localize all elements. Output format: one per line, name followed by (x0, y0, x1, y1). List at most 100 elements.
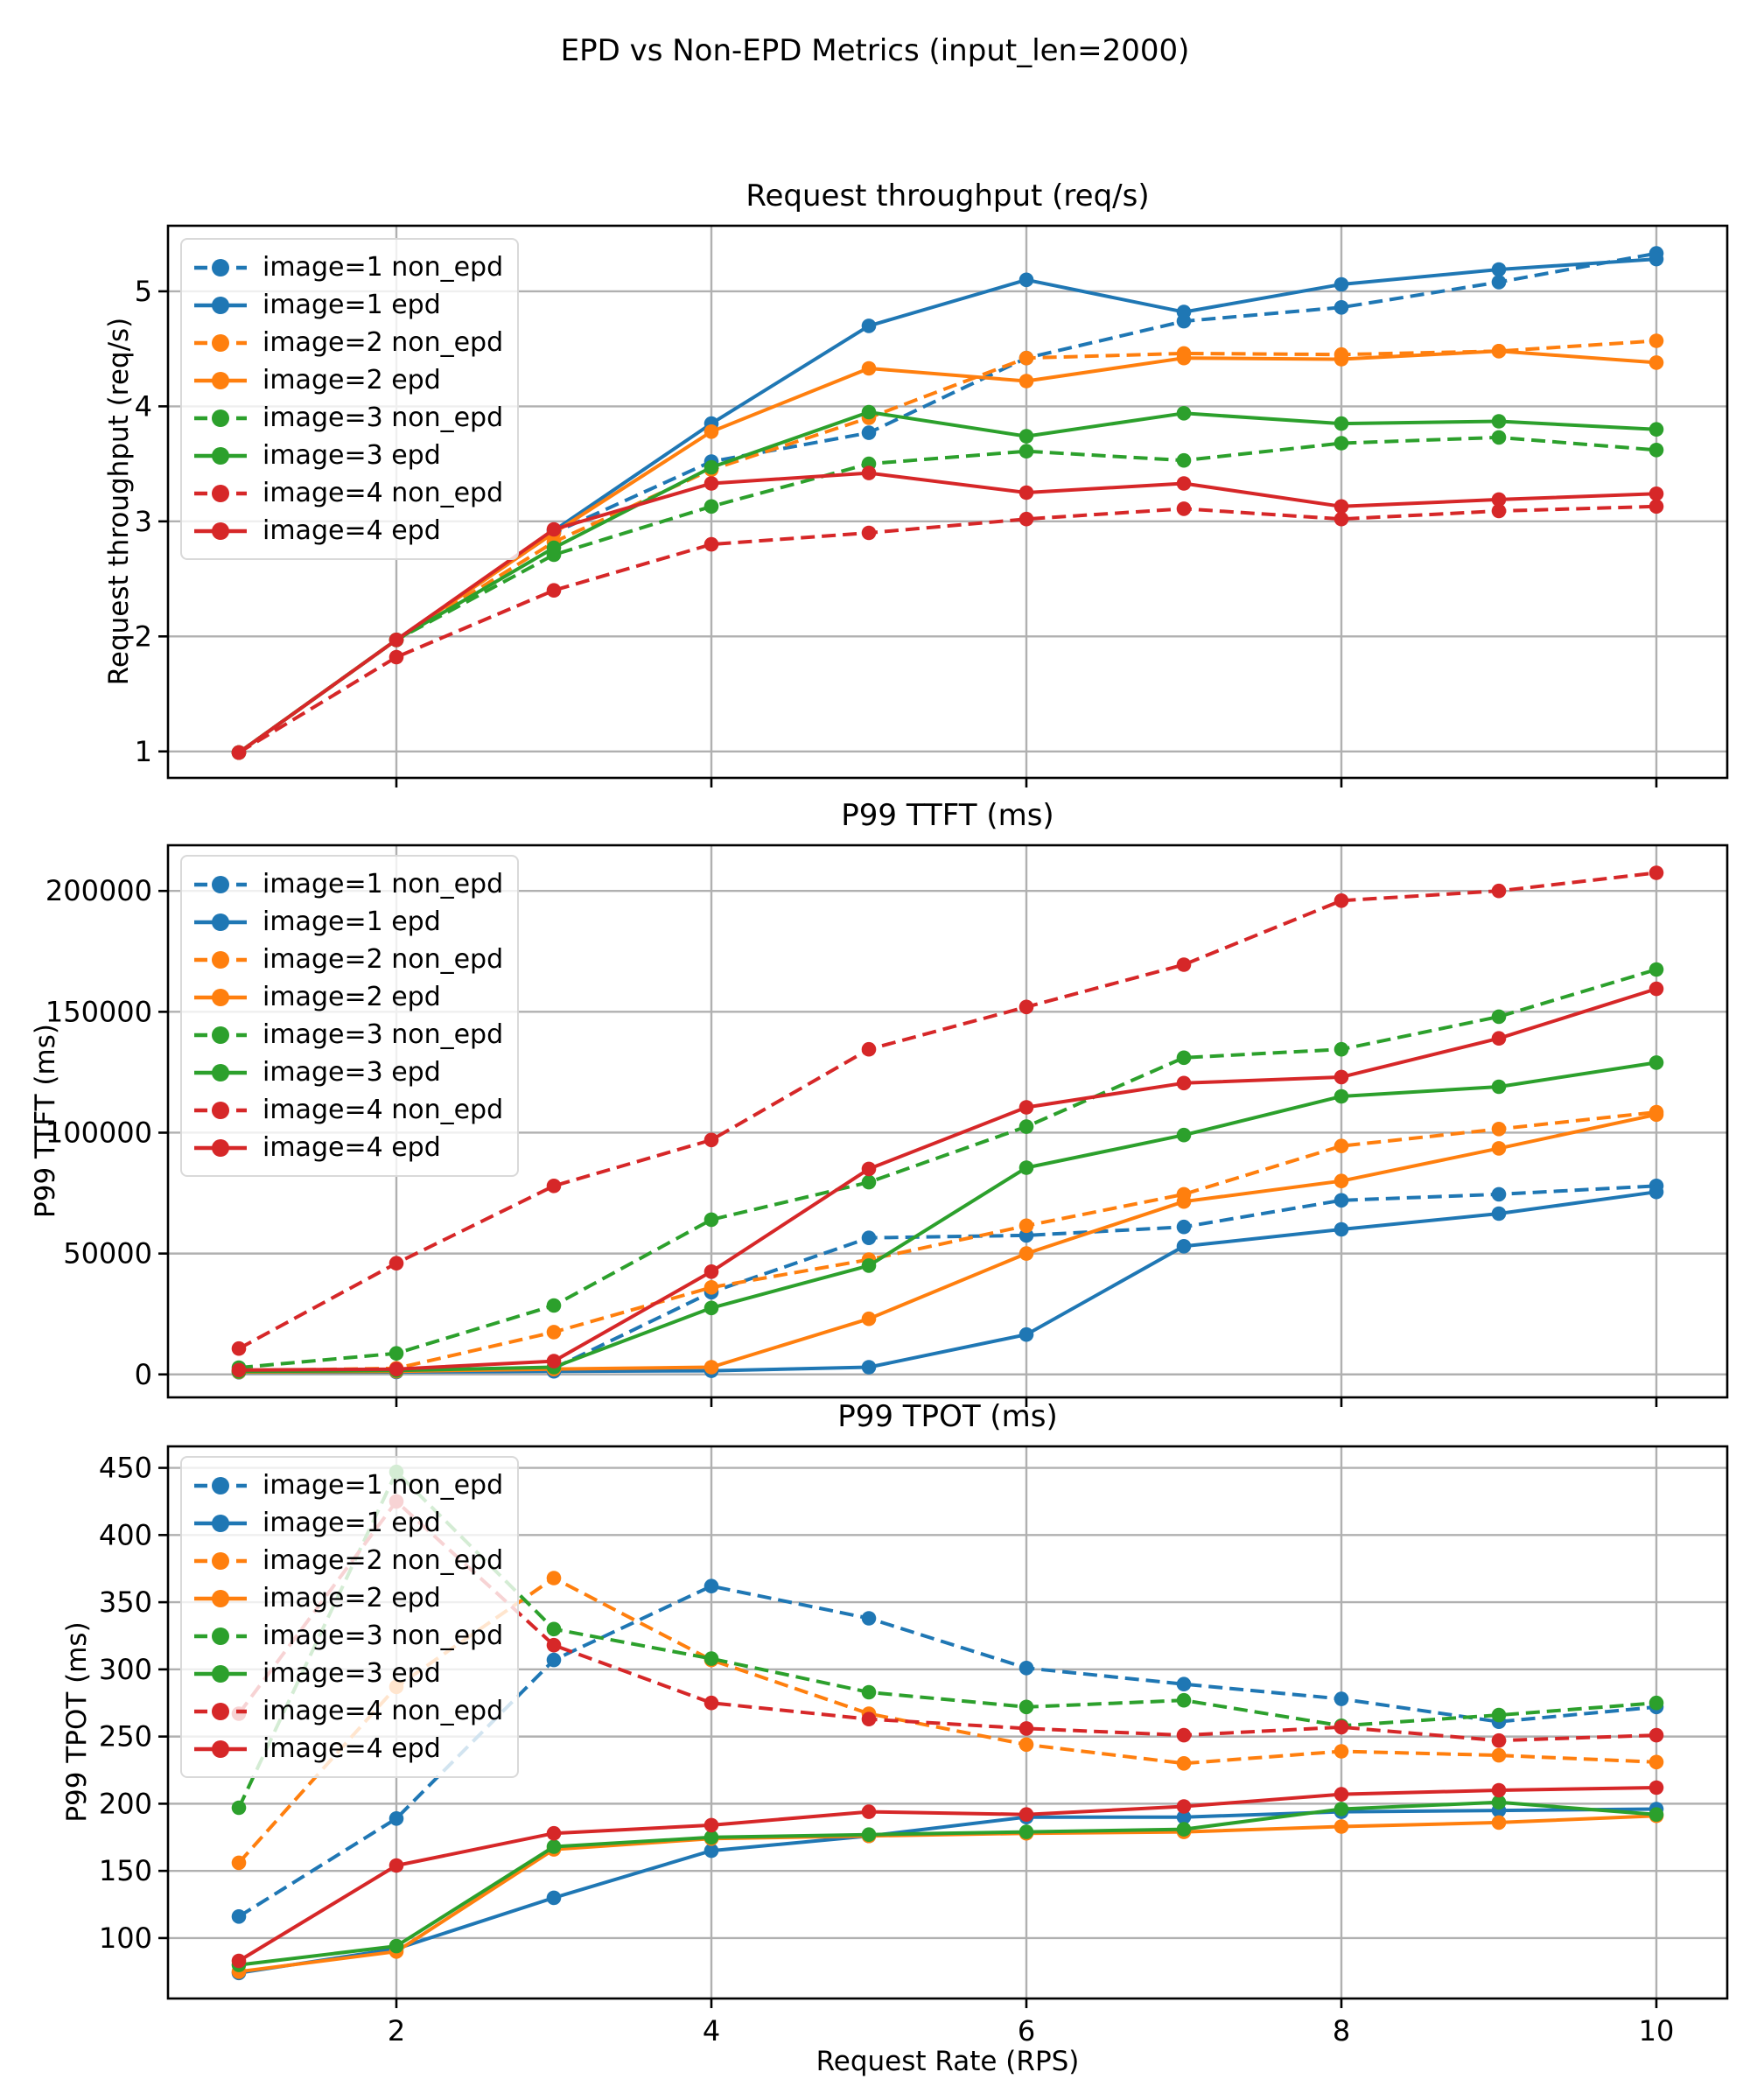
plot-border (166, 844, 1729, 1399)
data-point (388, 1938, 404, 1954)
legend-line-sample (194, 258, 247, 276)
data-point (1648, 981, 1664, 997)
data-point (546, 1652, 562, 1668)
series-line-image-2-epd (238, 1814, 1657, 1974)
data-point (704, 1843, 719, 1858)
series-line-image-2-non-epd (238, 1110, 1657, 1373)
subplot-throughput-title: Request throughput (req/s) (746, 178, 1150, 214)
series-line-image-1-epd (238, 1190, 1657, 1375)
data-point (1491, 275, 1507, 290)
data-point (1176, 1810, 1192, 1824)
data-point (388, 1858, 404, 1873)
series-line-image-2-non-epd (237, 339, 1657, 754)
data-point (1018, 1824, 1034, 1839)
data-point (704, 1300, 719, 1316)
data-point (1334, 1719, 1349, 1735)
legend-label: image=4 epd (262, 1733, 441, 1764)
data-point (1648, 333, 1664, 348)
legend-line-sample (194, 333, 247, 352)
data-point (1648, 486, 1664, 501)
data-point (1176, 304, 1192, 319)
data-point (861, 466, 877, 480)
legend-line-sample (194, 1664, 247, 1683)
data-point (388, 1362, 404, 1376)
data-point (1176, 476, 1192, 491)
data-point (1648, 962, 1664, 977)
data-point (861, 1611, 877, 1626)
figure-title: EPD vs Non-EPD Metrics (input_len=2000) (560, 33, 1190, 68)
legend-label: image=1 non_epd (262, 869, 504, 900)
data-point (704, 424, 719, 439)
data-point (861, 1804, 877, 1819)
data-point (1491, 503, 1507, 519)
data-point (1176, 501, 1192, 516)
data-point (388, 1811, 404, 1826)
data-point (1018, 1807, 1034, 1822)
data-point (1491, 1732, 1507, 1748)
legend-label: image=4 non_epd (262, 478, 504, 508)
data-point (704, 1830, 719, 1845)
data-point (546, 540, 562, 556)
data-point (1648, 1754, 1664, 1770)
y-tick-label: 3 (135, 505, 152, 538)
data-point (388, 649, 404, 665)
x-tick-label: 2 (388, 2014, 405, 2048)
legend-item: image=3 non_epd (192, 1016, 503, 1054)
data-point (1018, 485, 1034, 500)
legend-item: image=4 non_epd (192, 1091, 503, 1129)
data-point (1491, 1122, 1507, 1137)
y-tick-label: 450 (99, 1452, 152, 1485)
legend-label: image=4 non_epd (262, 1095, 504, 1125)
data-point (546, 1890, 562, 1906)
data-point (546, 1354, 562, 1368)
series-line-image-1-epd (238, 1807, 1657, 1975)
legend-label: image=1 epd (262, 906, 441, 937)
data-point (1176, 1799, 1192, 1814)
data-point (231, 1953, 247, 1969)
data-point (1176, 957, 1192, 972)
data-point (1491, 1009, 1507, 1025)
legend-line-sample (194, 1026, 247, 1044)
data-point (1491, 1186, 1507, 1202)
data-point (1018, 350, 1034, 366)
data-point (1491, 1206, 1507, 1222)
legend-label: image=4 non_epd (262, 1696, 504, 1726)
data-point (1334, 1744, 1349, 1759)
data-point (1491, 1141, 1507, 1156)
legend-line-sample (194, 446, 247, 465)
data-point (1018, 272, 1034, 288)
data-point (1648, 1055, 1664, 1070)
data-point (704, 1132, 719, 1148)
data-point (1176, 1822, 1192, 1837)
legend-label: image=3 epd (262, 1658, 441, 1689)
legend-label: image=1 epd (262, 290, 441, 320)
data-point (704, 1212, 719, 1228)
data-point (231, 1909, 247, 1924)
legend-item: image=4 epd (192, 512, 503, 550)
data-point (1018, 374, 1034, 388)
subplot-tpot-title: P99 TPOT (ms) (837, 1399, 1058, 1434)
legend-item: image=1 non_epd (192, 865, 503, 903)
data-point (546, 1325, 562, 1340)
data-point (1334, 1691, 1349, 1706)
legend-label: image=4 epd (262, 515, 441, 546)
legend-label: image=2 non_epd (262, 944, 504, 975)
data-point (1648, 1780, 1664, 1796)
y-tick-label: 200000 (46, 874, 152, 907)
data-point (1018, 1737, 1034, 1753)
legend-line-sample (194, 875, 247, 893)
y-tick-label: 150000 (46, 995, 152, 1028)
legend-item: image=2 non_epd (192, 324, 503, 361)
data-point (1176, 1239, 1192, 1254)
data-point (1491, 430, 1507, 445)
legend-label: image=2 epd (262, 1583, 441, 1614)
data-point (1334, 1193, 1349, 1208)
data-point (546, 1825, 562, 1841)
data-point (861, 1174, 877, 1190)
data-point (1018, 511, 1034, 527)
data-point (1176, 1127, 1192, 1143)
data-point (1018, 1326, 1034, 1342)
data-point (231, 1362, 247, 1378)
legend-item: image=3 non_epd (192, 399, 503, 437)
data-point (1176, 1756, 1192, 1771)
